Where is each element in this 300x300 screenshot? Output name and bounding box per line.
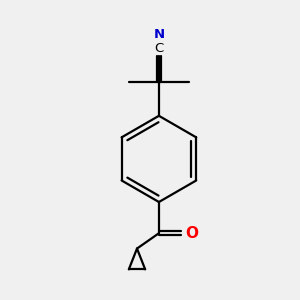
Text: C: C <box>154 42 164 55</box>
Text: O: O <box>186 226 199 241</box>
Text: N: N <box>153 28 164 41</box>
